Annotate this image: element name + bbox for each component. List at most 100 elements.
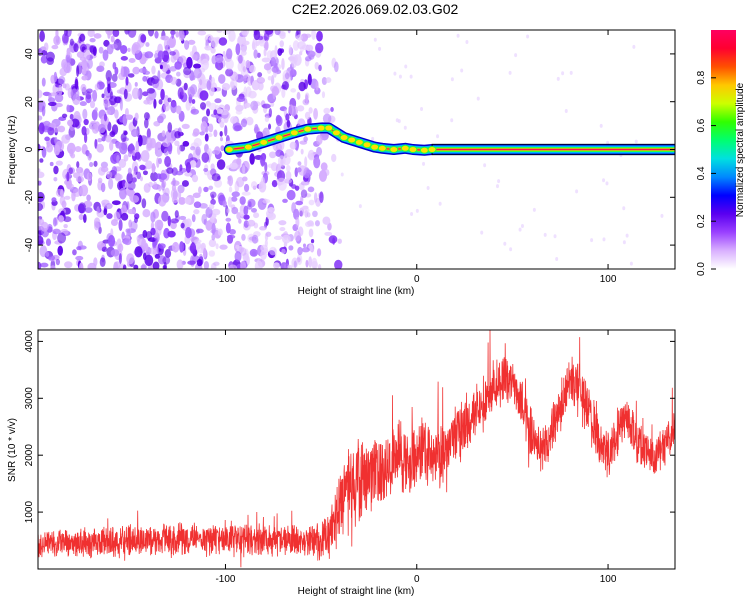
y-tick-label-3: 4000 [24, 330, 35, 353]
spectrogram-speckle [41, 146, 47, 158]
spectrogram-speckle [197, 30, 207, 36]
spectrogram-speckle [55, 140, 65, 152]
spectrogram-speckle [450, 77, 454, 82]
y-tick-label-2: 3000 [24, 387, 35, 410]
spectrogram-speckle [239, 205, 245, 218]
spectrogram-speckle [110, 249, 120, 257]
spectrogram-speckle [224, 125, 228, 137]
spectrogram-speckle [622, 206, 626, 211]
figure-title: C2E2.2026.069.02.03.G02 [292, 1, 459, 17]
spectrogram-speckle [144, 51, 154, 59]
spectrogram-speckle [39, 245, 48, 258]
spectrogram-speckle [86, 172, 92, 182]
spectrogram-speckle [289, 141, 297, 150]
spectrogram-speckle [561, 71, 565, 76]
spectrogram-speckle [158, 243, 166, 249]
spectrogram-speckle [625, 233, 629, 238]
spectrogram-speckle [94, 220, 100, 231]
spectrogram-speckle [185, 162, 191, 173]
spectrogram-speckle [187, 39, 196, 45]
spectrogram-speckle [131, 41, 141, 54]
spectrogram-speckle [80, 167, 84, 177]
spectrogram-speckle [216, 159, 226, 170]
spectrogram-speckle [201, 152, 210, 163]
spectrogram-speckle [39, 158, 44, 163]
spectrogram-speckle [205, 206, 213, 219]
spectrogram-speckle [503, 241, 507, 246]
spectrogram-speckle [93, 257, 98, 267]
spectrogram-speckle [299, 207, 305, 217]
spectrogram-speckle [72, 249, 77, 256]
spectrogram-speckle [160, 88, 165, 101]
spectrogram-speckle [267, 207, 275, 213]
spectrogram-speckle [195, 146, 201, 156]
spectrogram-speckle [169, 51, 176, 56]
spectrogram-speckle [187, 260, 196, 265]
spectrogram-speckle [230, 116, 238, 124]
spectrogram-speckle [297, 161, 302, 166]
spectrogram-speckle [116, 154, 120, 164]
spectrogram-speckle [311, 261, 319, 269]
spectrogram-speckle [55, 160, 63, 166]
spectrogram-speckle [130, 220, 138, 231]
spectrogram-speckle [450, 118, 454, 123]
spectrogram-speckle [297, 246, 303, 256]
tone-track-point-11 [354, 138, 364, 146]
spectrogram-speckle [324, 169, 330, 176]
spectrogram-speckle [161, 210, 169, 222]
spectrogram-speckle [279, 227, 286, 232]
spectrogram-speckle [225, 68, 234, 77]
spectrogram-speckle [334, 61, 339, 73]
spectrogram-speckle [185, 227, 192, 239]
colorbar-tick-label-1: 0.2 [696, 214, 707, 228]
spectrogram-speckle [243, 86, 247, 97]
spectrogram-speckle [210, 199, 216, 205]
spectrogram-speckle [64, 261, 73, 269]
spectrogram-speckle [205, 220, 213, 231]
spectrogram-speckle [373, 37, 377, 42]
spectrogram-speckle [140, 264, 147, 269]
spectrogram-speckle [92, 89, 98, 102]
spectrogram-speckle [296, 91, 301, 100]
spectrogram-speckle [192, 131, 199, 137]
spectrogram-speckle [295, 216, 300, 229]
spectrogram-speckle [38, 122, 45, 135]
spectrogram-speckle [264, 40, 269, 51]
spectrogram-speckle [261, 57, 271, 63]
spectrogram-speckle [230, 81, 235, 89]
snr-x-axis-label: Height of straight line (km) [298, 586, 415, 597]
spectrogram-speckle [438, 201, 442, 206]
spectrogram-speckle [58, 84, 63, 96]
spectrogram-speckle [219, 121, 225, 128]
spectrogram-speckle [260, 249, 267, 261]
spectrogram-speckle [70, 118, 80, 128]
spectrogram-speckle [304, 111, 311, 120]
spectrogram-speckle [205, 126, 209, 133]
spectrogram-speckle [286, 119, 291, 128]
spectrogram-speckle [222, 200, 227, 208]
spectrogram-speckle [202, 58, 209, 66]
spectrogram-speckle [91, 109, 98, 121]
spectrogram-speckle [238, 54, 243, 64]
spectrogram-speckle [47, 255, 56, 261]
spectrogram-speckle [142, 209, 151, 218]
spectrogram-speckle [178, 110, 185, 122]
spectrogram-speckle [241, 40, 250, 46]
spectrogram-speckle [170, 101, 178, 114]
spectrogram-speckle [240, 43, 247, 53]
spectrogram-speckle [632, 44, 636, 49]
spectrogram-speckle [272, 262, 280, 269]
spectrogram-speckle [114, 172, 121, 182]
spectrogram-speckle [460, 68, 464, 73]
spectrogram-speckle [101, 136, 106, 142]
spectrogram-speckle [250, 207, 257, 213]
spectrogram-speckle [634, 139, 638, 144]
spectrogram-speckle [146, 94, 154, 105]
tone-track-point-4 [289, 129, 299, 137]
spectrogram-speckle [216, 108, 224, 114]
spectrogram-speckle [514, 53, 518, 58]
spectrogram-speckle [265, 216, 269, 226]
tone-track-point-19 [427, 146, 437, 153]
spectrogram-speckle [86, 88, 93, 94]
spectrogram-speckle [147, 30, 155, 37]
